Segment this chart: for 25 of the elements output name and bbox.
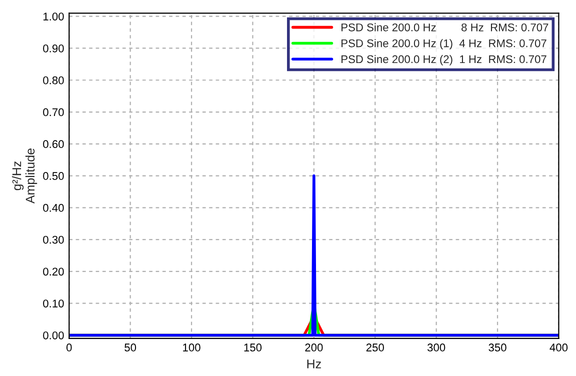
- y-tick-label: 0.60: [43, 140, 64, 148]
- x-tick-label: 250: [366, 344, 384, 352]
- y-tick-label: 0.30: [43, 236, 64, 244]
- x-tick-label: 150: [244, 344, 262, 352]
- y-tick-label: 0.80: [43, 76, 64, 84]
- y-tick-label: 0.50: [43, 172, 64, 180]
- x-tick-label: 350: [488, 344, 506, 352]
- y-tick-label: 0.70: [43, 108, 64, 116]
- legend-label: PSD Sine 200.0 Hz (2) 1 Hz RMS: 0.707: [342, 54, 546, 66]
- legend-label: PSD Sine 200.0 Hz (1) 4 Hz RMS: 0.707: [342, 39, 546, 50]
- x-tick-label: 50: [124, 344, 136, 352]
- y-tick-label: 0.90: [43, 44, 64, 52]
- y-axis-title: g²/Hz Amplitude: [12, 148, 38, 204]
- y-tick-label: 0.00: [43, 331, 64, 340]
- y-tick-label: 0.40: [43, 204, 64, 212]
- x-axis-title: Hz: [307, 360, 321, 368]
- x-tick-label: 200: [305, 344, 323, 352]
- legend-label: PSD Sine 200.0 Hz 8 Hz RMS: 0.707: [342, 23, 548, 32]
- y-tick-label: 1.00: [43, 12, 64, 20]
- x-tick-label: 400: [550, 344, 568, 352]
- y-tick-label: 0.10: [43, 300, 64, 308]
- y-tick-label: 0.20: [43, 268, 64, 276]
- x-tick-label: 300: [427, 344, 446, 352]
- x-tick-label: 0: [66, 344, 72, 352]
- x-tick-label: 100: [183, 344, 200, 352]
